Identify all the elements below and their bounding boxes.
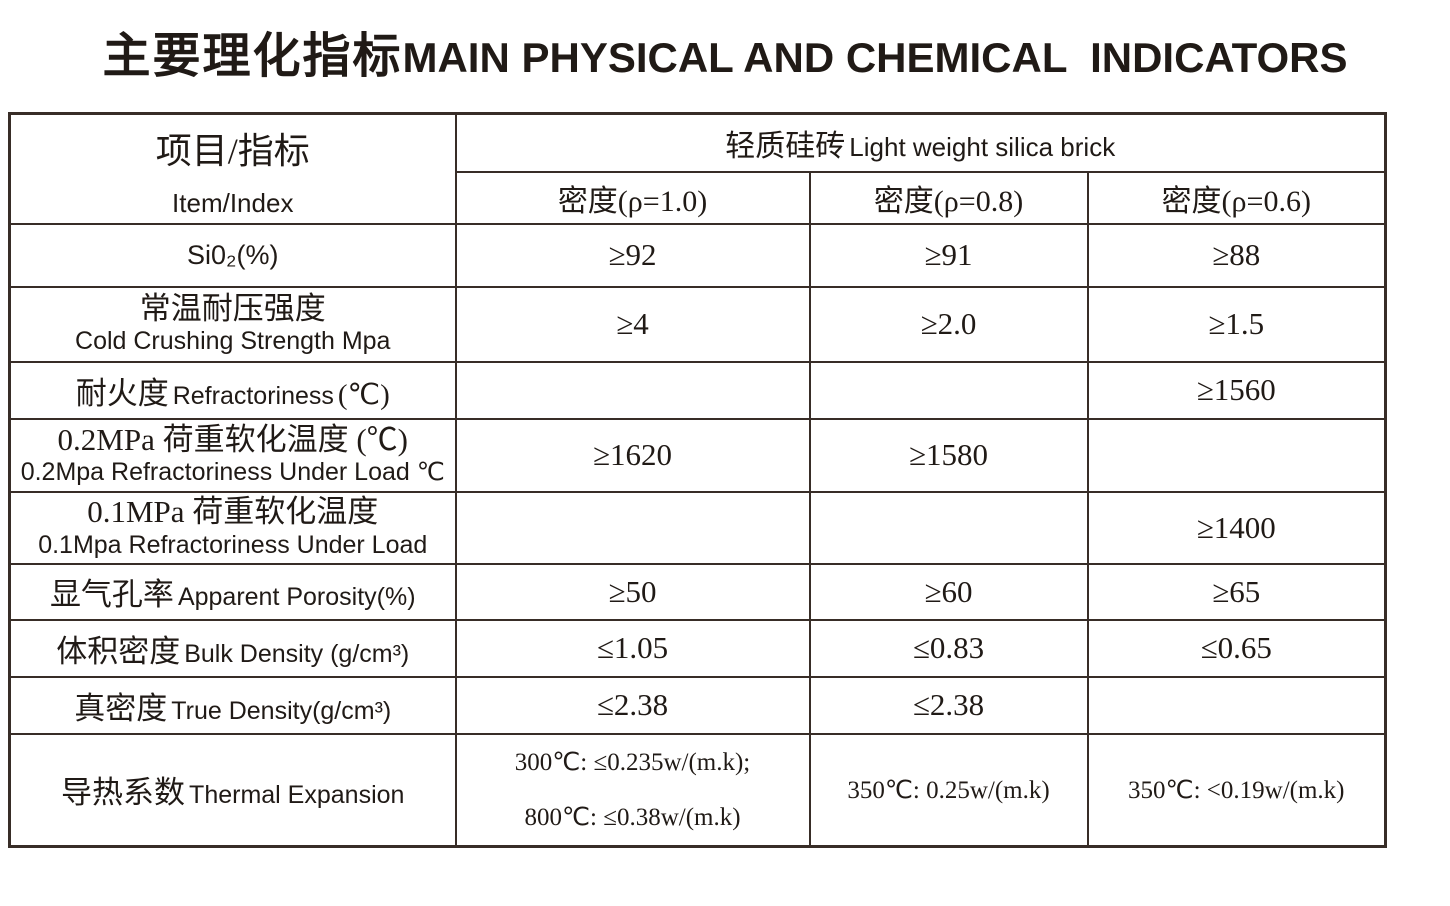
header-group-zh: 轻质硅砖	[725, 129, 846, 163]
cell-refractoriness-d10	[454, 360, 811, 420]
page: 主要理化指标MAIN PHYSICAL AND CHEMICAL INDICAT…	[0, 16, 1450, 848]
cell-true-density-d10: ≤2.38	[454, 675, 811, 735]
cell-rul02-d08: ≥1580	[808, 417, 1089, 493]
label-apparent-porosity: 显气孔率 Apparent Porosity(%)	[8, 562, 457, 621]
label-thermal-zh: 导热系数	[61, 775, 186, 811]
page-title: 主要理化指标MAIN PHYSICAL AND CHEMICAL INDICAT…	[0, 16, 1450, 86]
cell-sio2-d06: ≥88	[1086, 222, 1387, 288]
row-apparent-porosity: 显气孔率 Apparent Porosity(%) ≥50 ≥60 ≥65	[8, 562, 1387, 621]
label-refractoriness-zh: 耐火度	[75, 375, 169, 411]
cell-sio2-d10: ≥92	[454, 222, 811, 288]
label-rul02-en: 0.2Mpa Refractoriness Under Load ℃	[20, 458, 445, 487]
label-bulk-density-en: Bulk Density (g/cm³)	[184, 639, 410, 668]
cell-porosity-d06: ≥65	[1086, 562, 1387, 621]
cell-thermal-d08: 350℃: 0.25w/(m.k)	[808, 732, 1089, 848]
cell-thermal-d10-line2: 800℃: ≤0.38w/(m.k)	[524, 803, 741, 831]
cell-thermal-d10-line1: 300℃: ≤0.235w/(m.k);	[514, 748, 751, 776]
cell-true-density-d06	[1086, 675, 1387, 735]
header-item-zh: 项目/指标	[155, 131, 310, 172]
label-true-density-en: True Density(g/cm³)	[171, 696, 392, 725]
cell-rul01-d08	[808, 490, 1089, 565]
label-true-density: 真密度 True Density(g/cm³)	[8, 675, 457, 735]
header-density-2: 密度(ρ=0.8)	[808, 170, 1089, 225]
cell-thermal-d06: 350℃: <0.19w/(m.k)	[1086, 732, 1387, 848]
cell-bulk-density-d10: ≤1.05	[454, 618, 811, 678]
label-rul01-en: 0.1Mpa Refractoriness Under Load	[38, 530, 428, 559]
header-item-index: 项目/指标 Item/Index	[8, 112, 457, 225]
cell-porosity-d10: ≥50	[454, 562, 811, 621]
cell-rul01-d06: ≥1400	[1086, 490, 1387, 565]
label-bulk-density-zh: 体积密度	[56, 633, 181, 669]
label-thermal-en: Thermal Expansion	[189, 781, 405, 810]
label-ccs-zh: 常温耐压强度	[139, 290, 326, 326]
cell-bulk-density-d06: ≤0.65	[1086, 618, 1387, 678]
label-rul02-zh: 0.2MPa 荷重软化温度 (℃)	[57, 421, 408, 457]
header-density-3: 密度(ρ=0.6)	[1086, 170, 1387, 225]
header-density-1: 密度(ρ=1.0)	[454, 170, 811, 225]
label-sio2-text: Si0₂(%)	[187, 239, 279, 270]
label-rul-02mpa: 0.2MPa 荷重软化温度 (℃) 0.2Mpa Refractoriness …	[8, 417, 457, 493]
label-bulk-density: 体积密度 Bulk Density (g/cm³)	[8, 618, 457, 678]
label-cold-crushing-strength: 常温耐压强度 Cold Crushing Strength Mpa	[8, 285, 457, 363]
row-rul-01mpa: 0.1MPa 荷重软化温度 0.1Mpa Refractoriness Unde…	[8, 490, 1387, 565]
page-title-en: MAIN PHYSICAL AND CHEMICAL INDICATORS	[402, 34, 1348, 81]
cell-rul02-d06	[1086, 417, 1387, 493]
label-sio2: Si0₂(%)	[8, 222, 457, 288]
cell-ccs-d10: ≥4	[454, 285, 811, 363]
label-porosity-en: Apparent Porosity(%)	[177, 583, 416, 611]
label-refractoriness-unit: (℃)	[337, 378, 390, 411]
label-rul01-zh: 0.1MPa 荷重软化温度	[87, 494, 379, 530]
page-title-zh: 主要理化指标	[102, 30, 403, 83]
row-cold-crushing-strength: 常温耐压强度 Cold Crushing Strength Mpa ≥4 ≥2.…	[8, 285, 1387, 363]
cell-rul01-d10	[454, 490, 811, 565]
header-group: 轻质硅砖 Light weight silica brick	[454, 112, 1387, 173]
cell-sio2-d08: ≥91	[808, 222, 1089, 288]
label-thermal: 导热系数 Thermal Expansion	[8, 732, 457, 848]
row-rul-02mpa: 0.2MPa 荷重软化温度 (℃) 0.2Mpa Refractoriness …	[8, 417, 1387, 493]
cell-ccs-d08: ≥2.0	[808, 285, 1089, 363]
row-thermal-conductivity: 导热系数 Thermal Expansion 300℃: ≤0.235w/(m.…	[8, 732, 1387, 848]
row-refractoriness: 耐火度 Refractoriness (℃) ≥1560	[8, 360, 1387, 420]
label-porosity-zh: 显气孔率	[49, 577, 174, 612]
label-refractoriness: 耐火度 Refractoriness (℃)	[8, 360, 457, 420]
cell-bulk-density-d08: ≤0.83	[808, 618, 1089, 678]
cell-refractoriness-d08	[808, 360, 1089, 420]
header-item-en: Item/Index	[172, 188, 294, 219]
cell-ccs-d06: ≥1.5	[1086, 285, 1387, 363]
header-group-en: Light weight silica brick	[849, 131, 1116, 162]
label-rul-01mpa: 0.1MPa 荷重软化温度 0.1Mpa Refractoriness Unde…	[8, 490, 457, 565]
row-bulk-density: 体积密度 Bulk Density (g/cm³) ≤1.05 ≤0.83 ≤0…	[8, 618, 1387, 678]
cell-thermal-d10: 300℃: ≤0.235w/(m.k); 800℃: ≤0.38w/(m.k)	[454, 732, 811, 848]
spec-table: 项目/指标 Item/Index 轻质硅砖 Light weight silic…	[8, 112, 1387, 848]
cell-porosity-d08: ≥60	[808, 562, 1089, 621]
row-true-density: 真密度 True Density(g/cm³) ≤2.38 ≤2.38	[8, 675, 1387, 735]
label-ccs-en: Cold Crushing Strength Mpa	[75, 327, 391, 356]
label-refractoriness-en: Refractoriness	[172, 381, 334, 410]
label-true-density-zh: 真密度	[74, 690, 168, 726]
cell-true-density-d08: ≤2.38	[808, 675, 1089, 735]
row-sio2: Si0₂(%) ≥92 ≥91 ≥88	[8, 222, 1387, 288]
cell-refractoriness-d06: ≥1560	[1086, 360, 1387, 420]
cell-rul02-d10: ≥1620	[454, 417, 811, 493]
